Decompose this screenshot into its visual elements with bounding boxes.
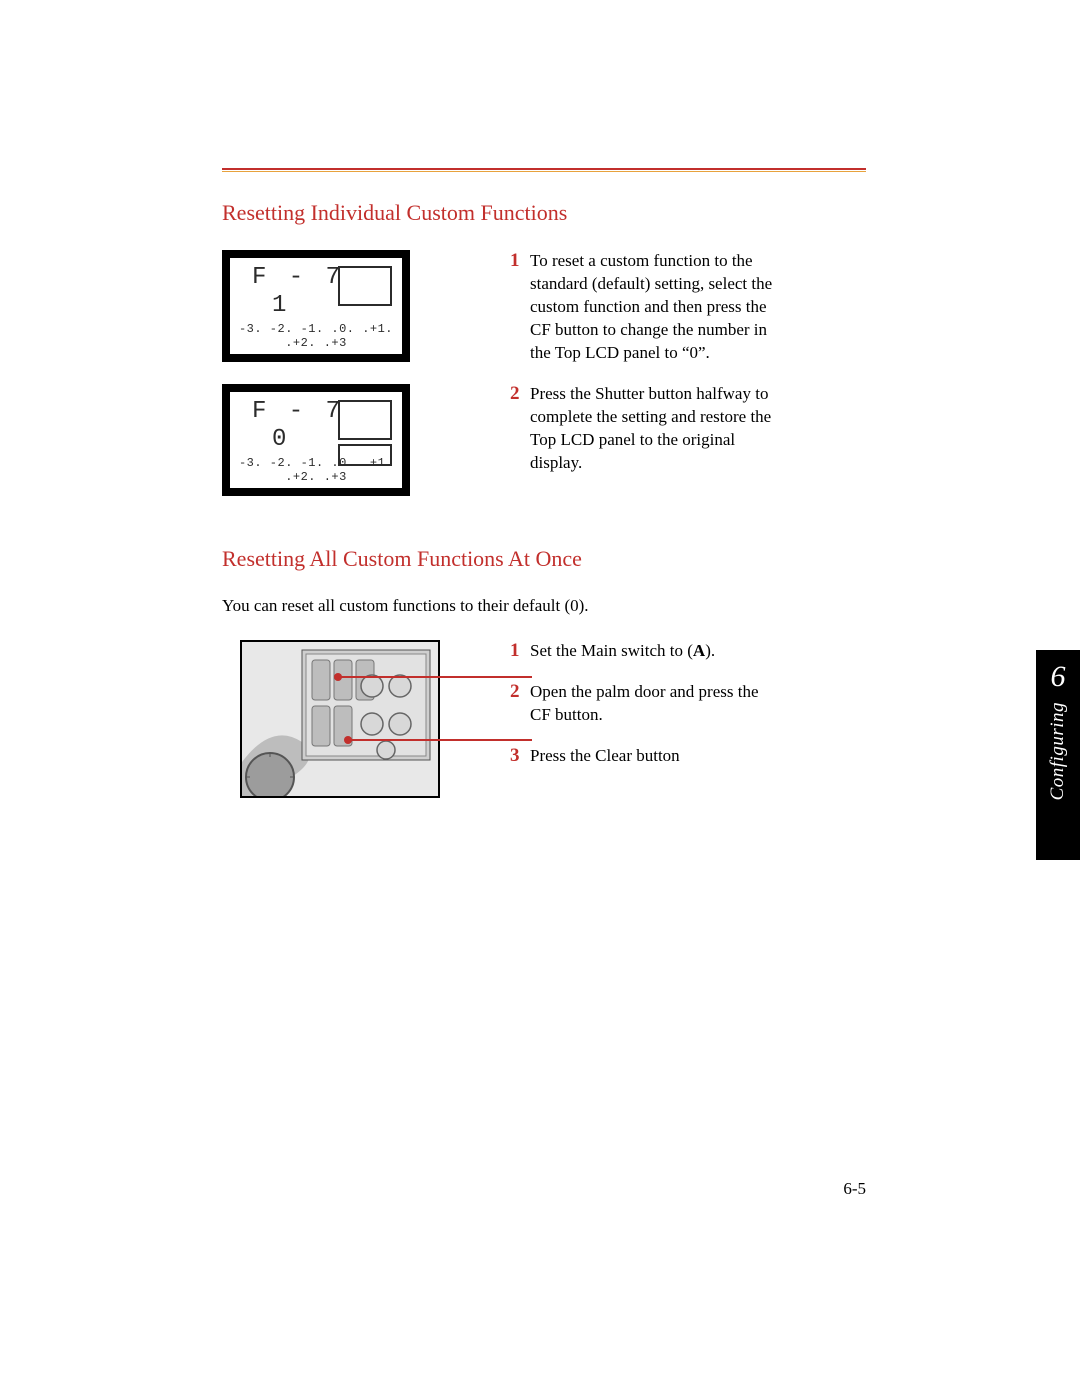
step-number: 3 xyxy=(510,745,530,768)
step-item: 2 Open the palm door and press the CF bu… xyxy=(510,681,782,727)
step-text: Open the palm door and press the CF butt… xyxy=(530,681,782,727)
lcd1-value: 1 xyxy=(272,292,286,319)
chapter-tab: 6 Configuring xyxy=(1036,650,1080,860)
lcd1-box xyxy=(338,266,392,306)
step-text: Set the Main switch to (A). xyxy=(530,640,715,663)
lcd2-box1 xyxy=(338,400,392,440)
step-number: 2 xyxy=(510,383,530,475)
chapter-number: 6 xyxy=(1051,660,1066,694)
step-item: 2 Press the Shutter button halfway to co… xyxy=(510,383,782,475)
lcd-panel-2: F - 7 0 -3. -2. -1. .0. .+1. .+2. .+3 xyxy=(222,384,410,496)
camera-svg xyxy=(242,642,440,798)
lcd1-scale: -3. -2. -1. .0. .+1. .+2. .+3 xyxy=(230,322,402,350)
section1-heading: Resetting Individual Custom Functions xyxy=(222,200,782,226)
page-content: Resetting Individual Custom Functions F … xyxy=(222,200,782,810)
lcd2-scale: -3. -2. -1. .0. .+1. .+2. .+3 xyxy=(230,456,402,484)
step-number: 2 xyxy=(510,681,530,727)
camera-illustration xyxy=(240,640,440,798)
callout-leader-2 xyxy=(350,739,532,741)
top-rule xyxy=(222,168,866,172)
section2-steps: 1 Set the Main switch to (A). 2 Open the… xyxy=(510,640,782,786)
page-number: 6-5 xyxy=(843,1179,866,1199)
chapter-name: Configuring xyxy=(1047,702,1069,800)
lcd-stack: F - 7 1 -3. -2. -1. .0. .+1. .+2. .+3 F … xyxy=(222,250,422,518)
lcd1-fn: F - 7 xyxy=(252,264,344,291)
step-item: 1 To reset a custom function to the stan… xyxy=(510,250,782,365)
callout-leader-1 xyxy=(340,676,532,678)
step-number: 1 xyxy=(510,640,530,663)
section1-steps: 1 To reset a custom function to the stan… xyxy=(510,250,782,492)
camera-illustration-wrap xyxy=(222,640,458,810)
step-number: 1 xyxy=(510,250,530,365)
step-item: 1 Set the Main switch to (A). xyxy=(510,640,782,663)
lcd-panel-1: F - 7 1 -3. -2. -1. .0. .+1. .+2. .+3 xyxy=(222,250,410,362)
section1-row: F - 7 1 -3. -2. -1. .0. .+1. .+2. .+3 F … xyxy=(222,250,782,518)
step-text: Press the Clear button xyxy=(530,745,680,768)
lcd2-value: 0 xyxy=(272,426,286,453)
lcd2-fn: F - 7 xyxy=(252,398,344,425)
step-text: Press the Shutter button halfway to comp… xyxy=(530,383,782,475)
section2-intro: You can reset all custom functions to th… xyxy=(222,596,782,616)
step-text: To reset a custom function to the standa… xyxy=(530,250,782,365)
section2-row: 1 Set the Main switch to (A). 2 Open the… xyxy=(222,640,782,810)
section2-heading: Resetting All Custom Functions At Once xyxy=(222,546,782,572)
step-item: 3 Press the Clear button xyxy=(510,745,782,768)
